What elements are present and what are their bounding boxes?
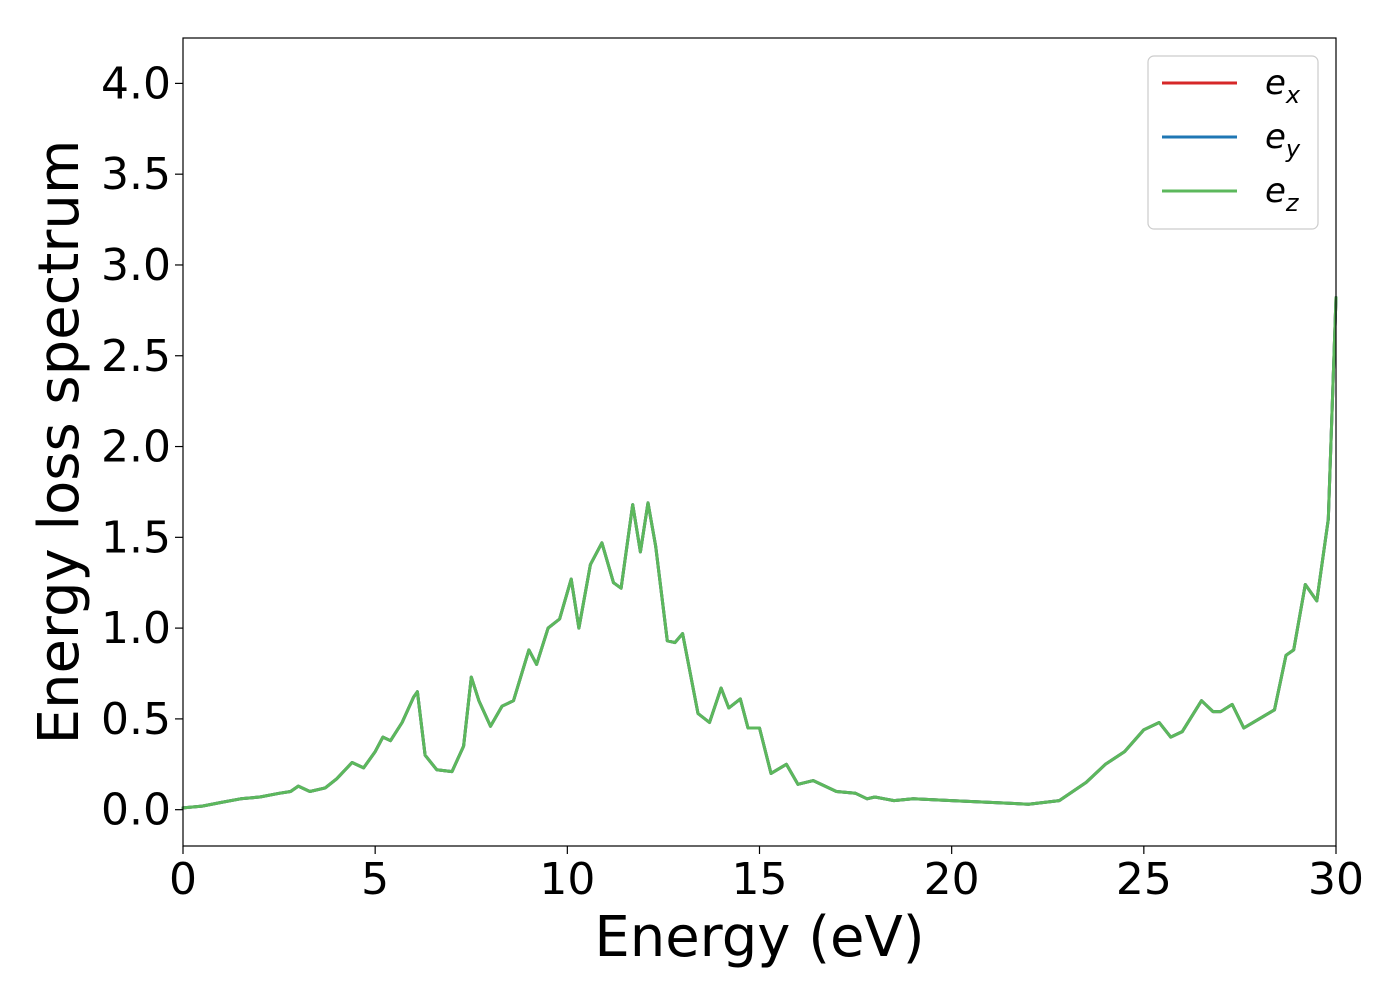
x-axis-ticks: 0 5 10 15 20 25 30 [169, 846, 1364, 905]
y-tick-label: 2.5 [101, 331, 171, 382]
x-tick-label: 15 [732, 854, 788, 905]
y-tick-label: 0.0 [101, 785, 171, 836]
x-tick-label: 30 [1308, 854, 1364, 905]
y-tick-label: 2.0 [101, 422, 171, 473]
series-layer [181, 296, 1338, 810]
y-tick-label: 1.0 [101, 603, 171, 654]
legend: ex ey ez [1147, 55, 1319, 230]
x-tick-label: 0 [169, 854, 197, 905]
x-axis-label: Energy (eV) [594, 905, 924, 970]
legend-box [1147, 55, 1319, 230]
y-tick-label: 1.5 [101, 512, 171, 563]
legend-label-e-x: ex [1265, 63, 1301, 109]
y-axis-ticks: 0.0 0.5 1.0 1.5 2.0 2.5 3.0 3.5 4.0 [101, 58, 183, 836]
x-tick-label: 10 [539, 854, 595, 905]
y-axis-label: Energy loss spectrum [27, 140, 92, 745]
legend-label-e-y: ey [1265, 117, 1301, 163]
series-line-e-z [181, 296, 1338, 810]
y-tick-label: 3.5 [101, 149, 171, 200]
y-tick-label: 0.5 [101, 694, 171, 745]
x-tick-label: 25 [1116, 854, 1172, 905]
x-tick-label: 5 [361, 854, 389, 905]
y-tick-label: 4.0 [101, 58, 171, 109]
legend-label-e-z: ez [1265, 171, 1300, 217]
y-tick-label: 3.0 [101, 240, 171, 291]
x-tick-label: 20 [924, 854, 980, 905]
